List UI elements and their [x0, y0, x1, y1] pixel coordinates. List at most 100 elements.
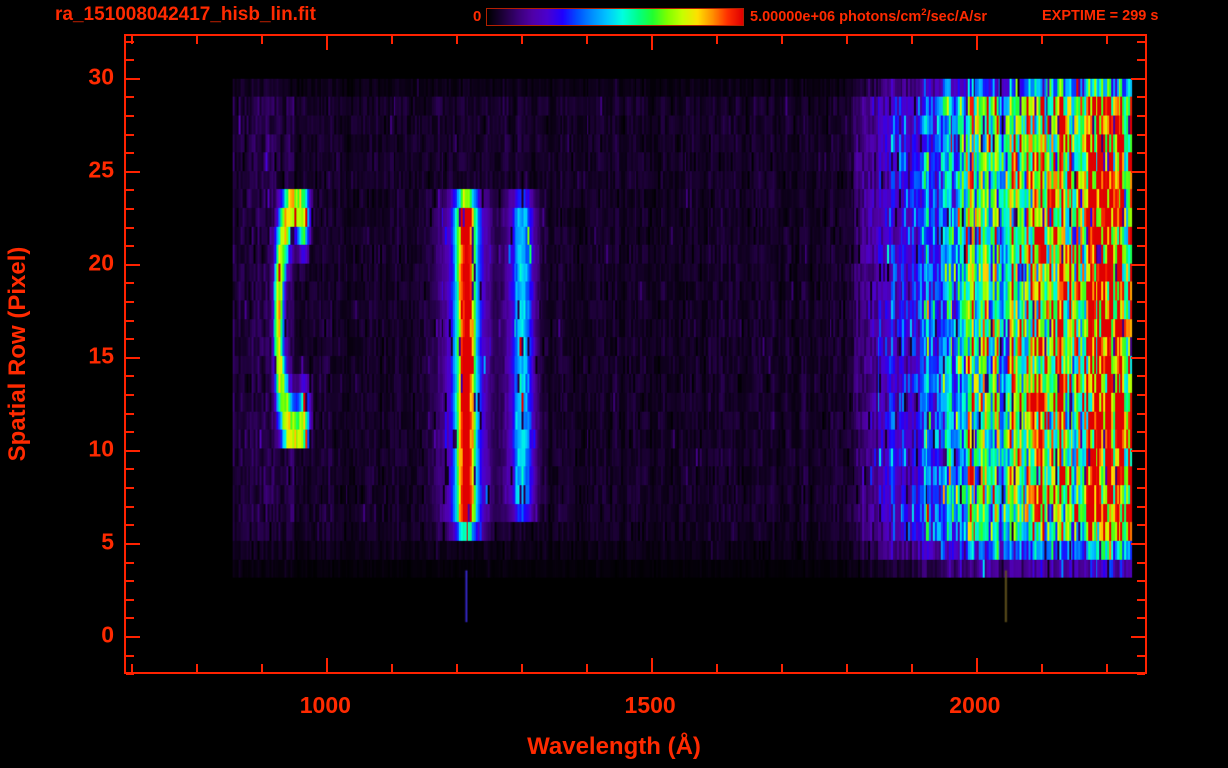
y-minor-tick: [126, 40, 134, 43]
x-minor-tick: [261, 664, 264, 672]
y-minor-tick: [126, 133, 134, 136]
spectrogram-image: [126, 36, 1145, 672]
y-minor-tick: [126, 431, 134, 434]
y-minor-tick: [126, 654, 134, 657]
y-minor-tick-right: [1137, 208, 1145, 211]
x-minor-tick: [1040, 664, 1043, 672]
x-minor-tick: [910, 664, 913, 672]
x-minor-tick-top: [391, 36, 394, 44]
x-major-tick: [651, 658, 654, 672]
y-minor-tick-right: [1137, 617, 1145, 620]
y-minor-tick: [126, 617, 134, 620]
y-major-tick: [126, 263, 140, 266]
y-major-tick-right: [1131, 170, 1145, 173]
x-minor-tick: [196, 664, 199, 672]
y-minor-tick: [126, 319, 134, 322]
x-minor-tick-top: [910, 36, 913, 44]
y-minor-tick-right: [1137, 189, 1145, 192]
x-major-tick-top: [975, 36, 978, 50]
colorbar: [486, 8, 744, 26]
x-minor-tick-top: [845, 36, 848, 44]
colorbar-units-exponent: 2: [921, 7, 927, 18]
colorbar-min-label: 0: [473, 8, 482, 25]
x-minor-tick-top: [196, 36, 199, 44]
x-minor-tick: [1105, 664, 1108, 672]
y-minor-tick-right: [1137, 673, 1145, 676]
y-tick-label: 25: [88, 156, 114, 183]
y-minor-tick-right: [1137, 152, 1145, 155]
y-minor-tick: [126, 598, 134, 601]
y-minor-tick: [126, 115, 134, 117]
x-tick-label: 1500: [624, 692, 676, 718]
y-minor-tick: [126, 245, 134, 248]
y-minor-tick: [126, 96, 134, 99]
y-tick-label: 5: [101, 528, 114, 555]
x-minor-tick: [456, 664, 459, 672]
y-minor-tick: [126, 412, 134, 415]
y-minor-tick: [126, 524, 134, 527]
y-major-tick-right: [1131, 542, 1145, 545]
colorbar-units-pre: photons/cm: [839, 8, 922, 25]
x-minor-tick: [845, 664, 848, 672]
y-minor-tick: [126, 505, 134, 508]
y-minor-tick-right: [1137, 505, 1145, 508]
y-minor-tick: [126, 375, 134, 378]
y-minor-tick: [126, 59, 134, 62]
x-minor-tick: [781, 664, 784, 672]
exposure-time-label: EXPTIME = 299 s: [1042, 8, 1159, 24]
x-minor-tick-top: [716, 36, 719, 44]
y-minor-tick: [126, 226, 134, 229]
y-major-tick: [126, 356, 140, 359]
y-tick-label: 20: [88, 249, 114, 276]
y-major-tick-right: [1131, 356, 1145, 359]
plot-frame: [124, 34, 1147, 676]
y-minor-tick: [126, 282, 134, 285]
y-major-tick-right: [1131, 449, 1145, 452]
colorbar-max-label: 5.00000e+06 photons/cm2/sec/A/sr: [750, 7, 987, 25]
y-minor-tick: [126, 152, 134, 155]
y-minor-tick-right: [1137, 487, 1145, 490]
x-major-tick: [975, 658, 978, 672]
x-minor-tick-top: [1040, 36, 1043, 44]
y-axis-title: Spatial Row (Pixel): [4, 246, 31, 462]
y-minor-tick-right: [1137, 133, 1145, 136]
y-minor-tick-right: [1137, 319, 1145, 322]
x-minor-tick: [521, 664, 524, 672]
x-minor-tick: [131, 664, 134, 672]
y-minor-tick-right: [1137, 468, 1145, 471]
y-minor-tick-right: [1137, 394, 1145, 397]
y-minor-tick-right: [1137, 412, 1145, 415]
y-minor-tick-right: [1137, 96, 1145, 99]
y-minor-tick-right: [1137, 580, 1145, 583]
y-minor-tick-right: [1137, 282, 1145, 285]
y-tick-label: 10: [88, 435, 114, 462]
y-major-tick: [126, 542, 140, 545]
y-minor-tick-right: [1137, 245, 1145, 248]
x-axis-title: Wavelength (Å): [527, 733, 701, 760]
x-minor-tick-top: [261, 36, 264, 44]
y-minor-tick: [126, 673, 134, 676]
y-minor-tick: [126, 468, 134, 471]
y-minor-tick-right: [1137, 115, 1145, 117]
y-minor-tick-right: [1137, 40, 1145, 43]
y-tick-label: 15: [88, 342, 114, 369]
y-major-tick: [126, 170, 140, 173]
colorbar-max-value: 5.00000e+06: [750, 8, 836, 25]
y-minor-tick: [126, 561, 134, 564]
y-minor-tick-right: [1137, 524, 1145, 527]
y-minor-tick-right: [1137, 598, 1145, 601]
x-minor-tick-top: [456, 36, 459, 44]
y-minor-tick: [126, 487, 134, 490]
x-minor-tick-top: [586, 36, 589, 44]
y-tick-label: 30: [88, 63, 114, 90]
page-title: ra_151008042417_hisb_lin.fit: [55, 4, 316, 25]
y-minor-tick-right: [1137, 431, 1145, 434]
y-minor-tick-right: [1137, 301, 1145, 304]
x-minor-tick-top: [131, 36, 134, 44]
y-major-tick-right: [1131, 635, 1145, 638]
y-minor-tick-right: [1137, 59, 1145, 62]
y-major-tick-right: [1131, 263, 1145, 266]
y-minor-tick: [126, 301, 134, 304]
colorbar-units-post: /sec/A/sr: [926, 8, 988, 25]
x-major-tick-top: [326, 36, 329, 50]
